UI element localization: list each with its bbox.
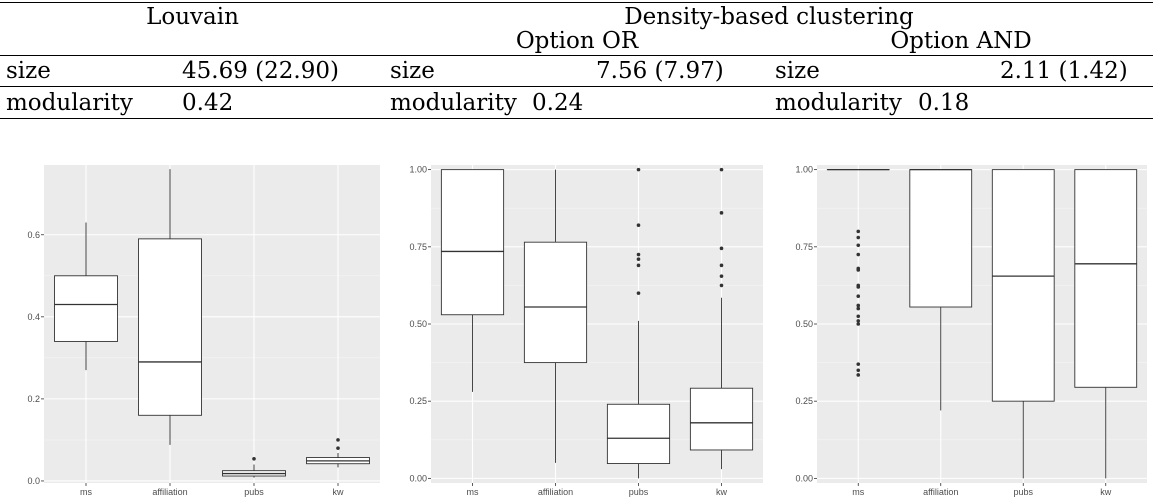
outlier-point-kw [336, 438, 340, 442]
x-tick-label-ms: ms [80, 487, 92, 497]
outlier-point-pubs [636, 167, 641, 172]
outlier-point-ms [856, 294, 861, 299]
y-tick-label: 0.2 [27, 394, 40, 404]
louvain-modularity-label: modularity [6, 90, 133, 116]
or-modularity-label: modularity [390, 90, 517, 116]
outlier-point-pubs [252, 456, 256, 461]
x-tick-label-pubs: pubs [244, 487, 264, 497]
y-tick-label: 0.50 [409, 319, 427, 329]
outlier-point-ms [856, 368, 861, 373]
louvain-boxplot: 0.0 0.2 0.4 0.6 ms affiliation pubs kw [27, 165, 380, 497]
louvain-boxplot-panel: 0.0 0.2 0.4 0.6 ms affiliation pubs kw [0, 165, 385, 502]
option-or-header: Option OR [515, 28, 639, 54]
outlier-point-ms [856, 314, 861, 319]
box-ms [440, 169, 505, 316]
and-modularity-value: 0.18 [918, 90, 970, 116]
box-kw [689, 387, 754, 451]
outlier-point-kw [719, 167, 724, 172]
outlier-point-kw [719, 263, 724, 268]
density-header: Density-based clustering [624, 4, 914, 30]
outlier-point-ms [856, 266, 861, 271]
louvain-size-value: 45.69 (22.90) [182, 58, 339, 84]
x-tick-label-affiliation: affiliation [538, 487, 573, 497]
y-tick-label: 0.00 [795, 473, 813, 483]
outlier-point-pubs [636, 291, 641, 295]
option-and-boxplot-panel: 0.00 0.25 0.50 0.75 1.00 ms affiliation pubs kw [769, 165, 1153, 502]
outlier-point-ms [856, 243, 861, 248]
option-or-boxplot: 0.00 0.25 0.50 0.75 1.00 ms affiliation pubs kw [409, 165, 763, 497]
outlier-point-ms [856, 303, 861, 308]
x-tick-label-ms: ms [852, 487, 864, 497]
outlier-point-kw [719, 211, 724, 215]
option-or-boxplot-panel: 0.00 0.25 0.50 0.75 1.00 ms affiliation pubs kw [385, 165, 769, 502]
box-affiliation [909, 169, 973, 308]
x-tick-label-kw: kw [1100, 487, 1112, 497]
x-tick-label-pubs: pubs [1013, 487, 1033, 497]
option-and-header: Option AND [890, 28, 1032, 54]
louvain-header: Louvain [146, 4, 239, 30]
x-tick-label-affiliation: affiliation [923, 487, 958, 497]
y-tick-label: 1.00 [795, 165, 813, 175]
option-and-boxplot: 0.00 0.25 0.50 0.75 1.00 ms affiliation pubs kw [795, 165, 1147, 497]
outlier-point-ms [856, 235, 861, 240]
box-affiliation [523, 241, 588, 364]
outlier-point-kw [719, 283, 724, 288]
y-tick-label: 0.4 [27, 312, 40, 322]
table-top-rule [0, 2, 1153, 3]
y-tick-label: 0.75 [795, 242, 813, 252]
y-tick-label: 0.6 [27, 230, 40, 240]
outlier-point-kw [719, 274, 724, 278]
louvain-modularity-value: 0.42 [182, 90, 234, 116]
outlier-point-ms [856, 319, 861, 323]
outlier-point-ms [856, 322, 861, 326]
or-size-label: size [390, 58, 435, 84]
table-header-rule [0, 55, 1153, 56]
and-size-value: 2.11 (1.42) [1000, 58, 1128, 84]
y-tick-label: 0.50 [795, 319, 813, 329]
box-ms [54, 275, 118, 342]
y-tick-label: 0.25 [409, 396, 427, 406]
outlier-point-ms [856, 283, 861, 288]
and-modularity-label: modularity [775, 90, 902, 116]
outlier-point-ms [856, 229, 861, 234]
louvain-size-label: size [6, 58, 51, 84]
box-pubs [606, 403, 671, 464]
outlier-point-pubs [636, 252, 641, 257]
outlier-point-kw [719, 246, 724, 251]
x-tick-label-kw: kw [716, 487, 728, 497]
box-affiliation [138, 238, 202, 416]
or-modularity-value: 0.24 [532, 90, 584, 116]
y-tick-label: 1.00 [409, 165, 427, 175]
x-tick-label-kw: kw [333, 487, 345, 497]
x-tick-label-pubs: pubs [629, 487, 649, 497]
and-size-label: size [775, 58, 820, 84]
x-tick-label-ms: ms [467, 487, 479, 497]
outlier-point-pubs [636, 257, 641, 261]
outlier-point-ms [856, 373, 861, 377]
table-size-rule [0, 86, 1153, 87]
y-tick-label: 0.00 [409, 473, 427, 483]
outlier-point-ms [856, 252, 861, 257]
box-kw [1074, 169, 1138, 388]
x-tick-label-affiliation: affiliation [152, 487, 187, 497]
outlier-point-pubs [636, 263, 641, 268]
table-modularity-rule [0, 118, 1153, 119]
y-tick-label: 0.0 [27, 476, 40, 486]
outlier-point-ms [856, 306, 861, 311]
outlier-point-ms [856, 362, 861, 366]
or-size-value: 7.56 (7.97) [596, 58, 724, 84]
outlier-point-kw [336, 446, 340, 450]
y-tick-label: 0.75 [409, 242, 427, 252]
box-pubs [991, 169, 1055, 402]
y-tick-label: 0.25 [795, 396, 813, 406]
outlier-point-pubs [636, 223, 641, 228]
